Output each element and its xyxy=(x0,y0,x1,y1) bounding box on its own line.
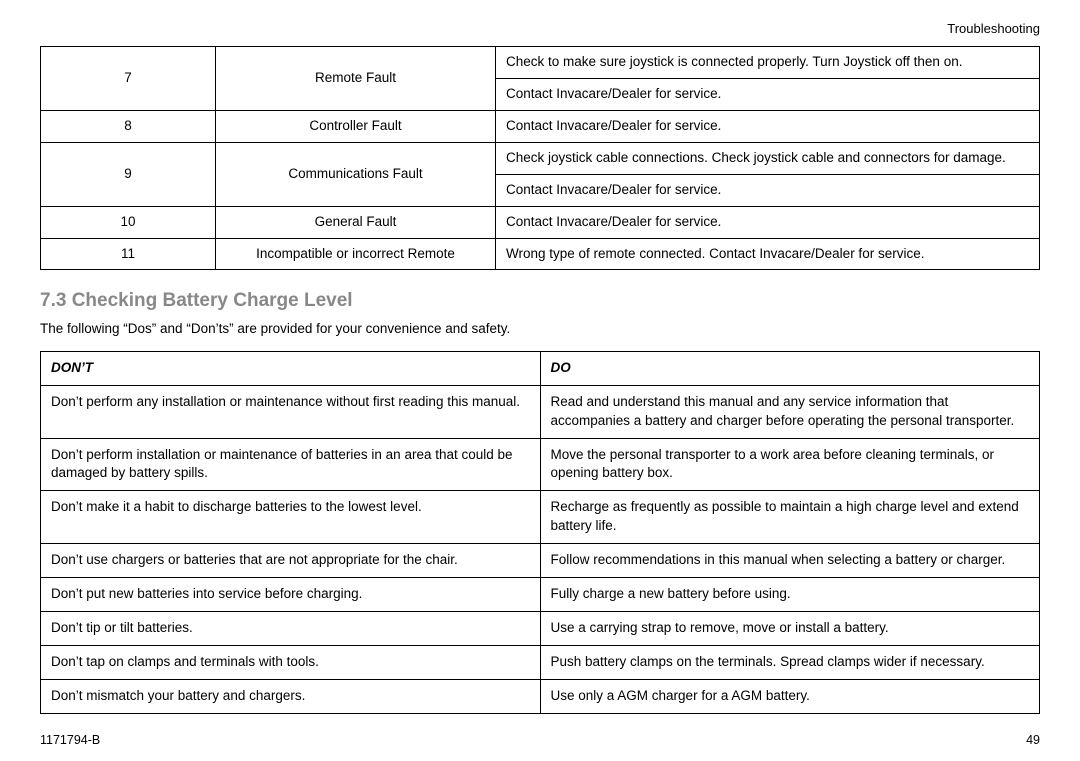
do-cell: Read and understand this manual and any … xyxy=(540,385,1040,438)
dont-cell: Don’t tap on clamps and terminals with t… xyxy=(41,645,541,679)
header-section-label: Troubleshooting xyxy=(40,20,1040,38)
do-cell: Use a carrying strap to remove, move or … xyxy=(540,611,1040,645)
table-row: 9Communications FaultCheck joystick cabl… xyxy=(41,142,1040,206)
fault-code-cell: 9 xyxy=(41,142,216,206)
table-row: Don’t perform any installation or mainte… xyxy=(41,385,1040,438)
section-title: 7.3 Checking Battery Charge Level xyxy=(40,288,1040,315)
dont-cell: Don’t perform any installation or mainte… xyxy=(41,385,541,438)
dont-cell: Don’t put new batteries into service bef… xyxy=(41,578,541,612)
fault-desc-cell: Wrong type of remote connected. Contact … xyxy=(496,238,1040,270)
fault-desc-cell: Check to make sure joystick is connected… xyxy=(496,47,1040,111)
do-header: Do xyxy=(540,351,1040,385)
fault-code-cell: 11 xyxy=(41,238,216,270)
dont-cell: Don’t make it a habit to discharge batte… xyxy=(41,491,541,544)
table-row: 10General FaultContact Invacare/Dealer f… xyxy=(41,206,1040,238)
do-cell: Recharge as frequently as possible to ma… xyxy=(540,491,1040,544)
dont-cell: Don’t mismatch your battery and chargers… xyxy=(41,679,541,713)
table-row: Don’t put new batteries into service bef… xyxy=(41,578,1040,612)
fault-desc-line: Check to make sure joystick is connected… xyxy=(496,47,1039,79)
do-cell: Push battery clamps on the terminals. Sp… xyxy=(540,645,1040,679)
table-row: 11Incompatible or incorrect RemoteWrong … xyxy=(41,238,1040,270)
fault-name-cell: Controller Fault xyxy=(216,110,496,142)
fault-codes-table: 7Remote FaultCheck to make sure joystick… xyxy=(40,46,1040,270)
do-cell: Fully charge a new battery before using. xyxy=(540,578,1040,612)
dont-cell: Don’t tip or tilt batteries. xyxy=(41,611,541,645)
table-row: Don’t use chargers or batteries that are… xyxy=(41,544,1040,578)
table-row: Don’t make it a habit to discharge batte… xyxy=(41,491,1040,544)
fault-code-cell: 10 xyxy=(41,206,216,238)
doc-id: 1171794-B xyxy=(40,732,100,750)
table-row: Don’t mismatch your battery and chargers… xyxy=(41,679,1040,713)
fault-name-cell: Remote Fault xyxy=(216,47,496,111)
table-row: Don’t tap on clamps and terminals with t… xyxy=(41,645,1040,679)
fault-name-cell: Incompatible or incorrect Remote xyxy=(216,238,496,270)
do-cell: Use only a AGM charger for a AGM battery… xyxy=(540,679,1040,713)
dos-donts-table: Don’t Do Don’t perform any installation … xyxy=(40,351,1040,714)
do-cell: Follow recommendations in this manual wh… xyxy=(540,544,1040,578)
fault-code-cell: 7 xyxy=(41,47,216,111)
table-row: Don’t perform installation or maintenanc… xyxy=(41,438,1040,491)
table-row: Don’t tip or tilt batteries.Use a carryi… xyxy=(41,611,1040,645)
fault-desc-cell: Contact Invacare/Dealer for service. xyxy=(496,206,1040,238)
fault-name-cell: General Fault xyxy=(216,206,496,238)
page-number: 49 xyxy=(1026,732,1040,750)
fault-desc-line: Contact Invacare/Dealer for service. xyxy=(496,79,1039,110)
fault-name-cell: Communications Fault xyxy=(216,142,496,206)
dont-header: Don’t xyxy=(41,351,541,385)
table-row: 8Controller FaultContact Invacare/Dealer… xyxy=(41,110,1040,142)
section-intro: The following “Dos” and “Don’ts” are pro… xyxy=(40,320,1040,339)
fault-desc-line: Check joystick cable connections. Check … xyxy=(496,143,1039,175)
dont-cell: Don’t use chargers or batteries that are… xyxy=(41,544,541,578)
fault-desc-cell: Contact Invacare/Dealer for service. xyxy=(496,110,1040,142)
table-row: 7Remote FaultCheck to make sure joystick… xyxy=(41,47,1040,111)
fault-code-cell: 8 xyxy=(41,110,216,142)
do-cell: Move the personal transporter to a work … xyxy=(540,438,1040,491)
fault-desc-cell: Check joystick cable connections. Check … xyxy=(496,142,1040,206)
fault-desc-line: Contact Invacare/Dealer for service. xyxy=(496,175,1039,206)
dont-cell: Don’t perform installation or maintenanc… xyxy=(41,438,541,491)
page-footer: 1171794-B 49 xyxy=(40,732,1040,750)
